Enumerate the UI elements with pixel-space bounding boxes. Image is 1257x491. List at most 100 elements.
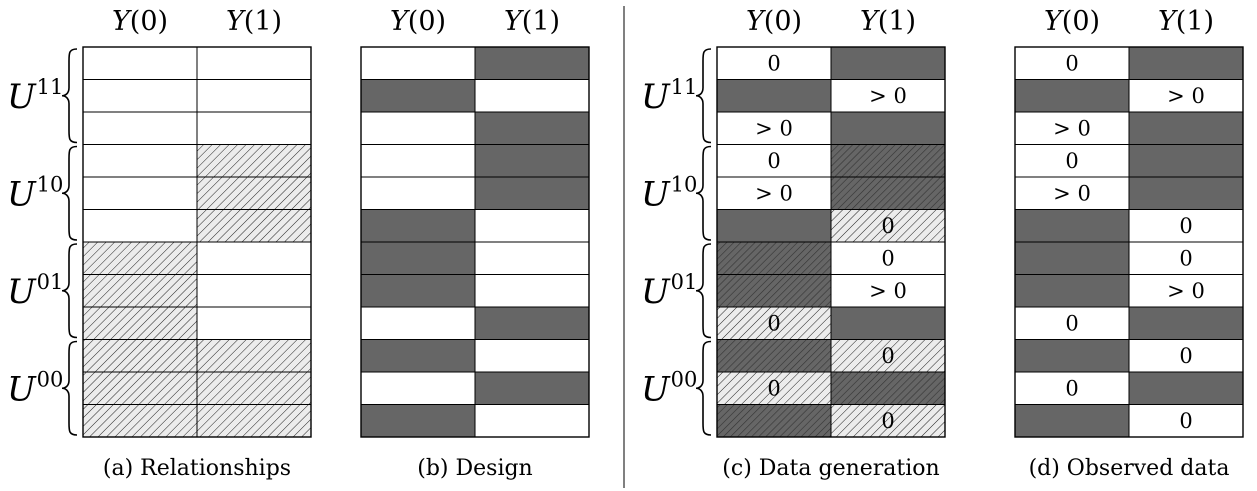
cell-r3-c1 xyxy=(830,111,946,145)
cell-value: > 0 xyxy=(755,116,793,140)
panel-d: 0 > 0 > 0 0 > 0 0 0 > 0 0 0 0 0 (d) Observed data xyxy=(1014,46,1244,481)
cell-r5-c1 xyxy=(1128,176,1244,210)
cell-r4-c1 xyxy=(1128,144,1244,178)
cell-r2-c1 xyxy=(196,79,312,113)
cell-r3-c0 xyxy=(82,111,198,145)
cell-r1-c1 xyxy=(474,46,590,80)
cell-r1-c0 xyxy=(360,46,476,80)
cell-value: 0 xyxy=(1065,376,1078,400)
group-brace xyxy=(61,48,78,144)
cell-r7-c1 xyxy=(474,241,590,275)
cell-value: > 0 xyxy=(869,279,907,303)
column-header-y0: Y(0) xyxy=(112,6,168,37)
cell-r8-c1 xyxy=(830,274,946,308)
cell-r12-c1 xyxy=(196,404,312,438)
cell-r9-c1 xyxy=(830,306,946,340)
cell-r8-c1 xyxy=(1128,274,1244,308)
cell-value: 0 xyxy=(1179,409,1192,433)
cell-r8-c0 xyxy=(360,274,476,308)
cell-r9-c0 xyxy=(716,306,832,340)
cell-r4-c1 xyxy=(474,144,590,178)
cell-r12-c1 xyxy=(830,404,946,438)
group-brace xyxy=(61,340,78,436)
cell-value: 0 xyxy=(767,376,780,400)
cell-r7-c1 xyxy=(830,241,946,275)
cell-r8-c1 xyxy=(474,274,590,308)
cell-r1-c0 xyxy=(716,46,832,80)
group-brace xyxy=(695,243,712,339)
cell-value: > 0 xyxy=(1053,181,1091,205)
cell-r6-c0 xyxy=(82,209,198,243)
group-label-u11: U11 xyxy=(641,75,697,117)
cell-r7-c0 xyxy=(360,241,476,275)
cell-r7-c1 xyxy=(196,241,312,275)
cell-r11-c1 xyxy=(474,371,590,405)
cell-r1-c1 xyxy=(196,46,312,80)
panel-caption: (b) Design xyxy=(417,456,532,481)
cell-value: 0 xyxy=(1065,51,1078,75)
cell-r1-c1 xyxy=(1128,46,1244,80)
group-brace xyxy=(695,48,712,144)
cell-r5-c0 xyxy=(1014,176,1130,210)
cell-r7-c0 xyxy=(1014,241,1130,275)
cell-r6-c0 xyxy=(716,209,832,243)
cell-r6-c1 xyxy=(1128,209,1244,243)
cell-r9-c1 xyxy=(196,306,312,340)
group-label-u11: U11 xyxy=(7,75,63,117)
cell-r5-c1 xyxy=(830,176,946,210)
cell-r2-c0 xyxy=(1014,79,1130,113)
cell-r1-c0 xyxy=(82,46,198,80)
cell-r10-c1 xyxy=(196,339,312,373)
cell-value: 0 xyxy=(1065,149,1078,173)
cell-value: > 0 xyxy=(1167,84,1205,108)
cell-r8-c1 xyxy=(196,274,312,308)
cell-r4-c0 xyxy=(82,144,198,178)
cell-value: 0 xyxy=(1179,344,1192,368)
cell-r3-c1 xyxy=(196,111,312,145)
cell-r10-c0 xyxy=(1014,339,1130,373)
cell-r12-c0 xyxy=(82,404,198,438)
group-label-u00: U00 xyxy=(641,367,697,409)
column-header-y1: Y(1) xyxy=(226,6,282,37)
cell-r6-c0 xyxy=(360,209,476,243)
cell-value: > 0 xyxy=(1167,279,1205,303)
group-label-u01: U01 xyxy=(7,270,63,312)
grid-border xyxy=(716,46,946,438)
column-header-y1: Y(1) xyxy=(860,6,916,37)
cell-r6-c1 xyxy=(474,209,590,243)
group-label-u10: U10 xyxy=(7,172,63,214)
group-label-u01: U01 xyxy=(641,270,697,312)
cell-r8-c0 xyxy=(1014,274,1130,308)
grid-border xyxy=(1014,46,1244,438)
group-brace xyxy=(61,243,78,339)
panel-a: (a) Relationships U11 U10 U01 U00 xyxy=(7,46,312,481)
cell-value: > 0 xyxy=(755,181,793,205)
cell-r2-c1 xyxy=(474,79,590,113)
cell-r4-c1 xyxy=(196,144,312,178)
cell-value: 0 xyxy=(1179,246,1192,270)
panel-caption: (a) Relationships xyxy=(103,456,291,481)
column-header-y0: Y(0) xyxy=(390,6,446,37)
cell-r8-c0 xyxy=(716,274,832,308)
cell-r12-c0 xyxy=(360,404,476,438)
cell-r7-c0 xyxy=(716,241,832,275)
cell-r2-c0 xyxy=(716,79,832,113)
panel-b: (b) Design xyxy=(360,46,590,481)
cell-r9-c0 xyxy=(82,306,198,340)
cell-r5-c1 xyxy=(196,176,312,210)
cell-r10-c1 xyxy=(1128,339,1244,373)
cell-value: 0 xyxy=(1179,214,1192,238)
panel-caption: (c) Data generation xyxy=(722,456,939,481)
column-header-y0: Y(0) xyxy=(746,6,802,37)
cell-r11-c0 xyxy=(82,371,198,405)
cell-r11-c1 xyxy=(196,371,312,405)
group-brace xyxy=(61,145,78,241)
cell-r2-c0 xyxy=(360,79,476,113)
cell-r4-c0 xyxy=(360,144,476,178)
cell-r9-c0 xyxy=(360,306,476,340)
cell-r12-c1 xyxy=(474,404,590,438)
cell-r10-c0 xyxy=(716,339,832,373)
cell-r11-c1 xyxy=(830,371,946,405)
cell-value: 0 xyxy=(881,214,894,238)
